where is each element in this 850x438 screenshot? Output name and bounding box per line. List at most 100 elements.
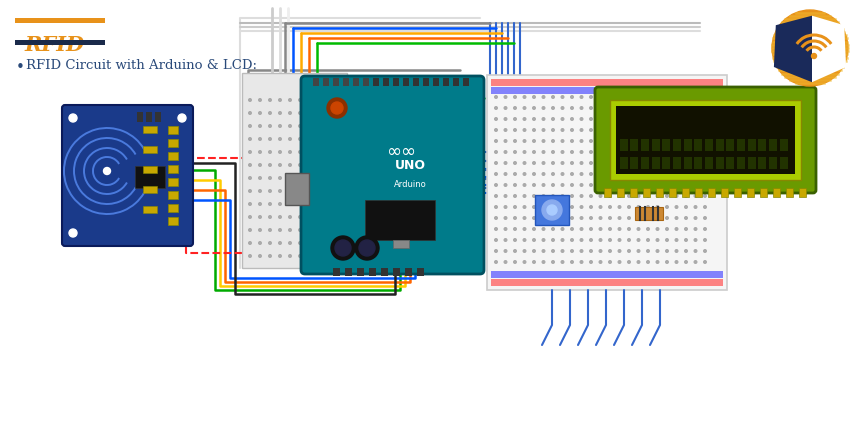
- Circle shape: [552, 118, 554, 120]
- Circle shape: [647, 261, 649, 263]
- Circle shape: [647, 107, 649, 110]
- Circle shape: [694, 184, 697, 186]
- Circle shape: [561, 129, 564, 131]
- Circle shape: [542, 173, 545, 175]
- Bar: [168, 191, 178, 199]
- Circle shape: [279, 242, 281, 244]
- Circle shape: [504, 140, 507, 142]
- Circle shape: [258, 177, 261, 179]
- Circle shape: [504, 206, 507, 208]
- Bar: [662, 157, 670, 169]
- Bar: [726, 157, 734, 169]
- Circle shape: [542, 162, 545, 164]
- Circle shape: [685, 195, 688, 197]
- Circle shape: [638, 173, 640, 175]
- Circle shape: [561, 228, 564, 230]
- Circle shape: [570, 217, 573, 219]
- Bar: [748, 139, 756, 151]
- Circle shape: [552, 217, 554, 219]
- Circle shape: [355, 236, 379, 260]
- Circle shape: [627, 217, 631, 219]
- Bar: [535, 195, 569, 225]
- Circle shape: [319, 215, 321, 218]
- Circle shape: [656, 228, 659, 230]
- Circle shape: [258, 255, 261, 257]
- Circle shape: [609, 118, 611, 120]
- Circle shape: [561, 107, 564, 110]
- Circle shape: [694, 95, 697, 98]
- Circle shape: [552, 206, 554, 208]
- Circle shape: [666, 228, 668, 230]
- Circle shape: [289, 255, 292, 257]
- Circle shape: [331, 236, 355, 260]
- Circle shape: [609, 95, 611, 98]
- Circle shape: [656, 261, 659, 263]
- Circle shape: [685, 250, 688, 252]
- Circle shape: [279, 138, 281, 140]
- Bar: [669, 188, 676, 197]
- Circle shape: [289, 99, 292, 101]
- Circle shape: [513, 250, 516, 252]
- Circle shape: [495, 261, 497, 263]
- Circle shape: [666, 107, 668, 110]
- Circle shape: [329, 151, 332, 153]
- Circle shape: [533, 173, 536, 175]
- Bar: [357, 268, 364, 276]
- Circle shape: [618, 129, 620, 131]
- Circle shape: [618, 107, 620, 110]
- Circle shape: [675, 206, 677, 208]
- Circle shape: [656, 250, 659, 252]
- FancyBboxPatch shape: [62, 105, 193, 246]
- Circle shape: [329, 215, 332, 218]
- Circle shape: [581, 250, 583, 252]
- Circle shape: [298, 255, 301, 257]
- Bar: [413, 78, 419, 86]
- Circle shape: [647, 95, 649, 98]
- Bar: [635, 207, 663, 220]
- Circle shape: [269, 164, 271, 166]
- Text: Arduino: Arduino: [394, 180, 427, 189]
- Bar: [620, 157, 628, 169]
- Circle shape: [590, 184, 592, 186]
- Circle shape: [279, 190, 281, 192]
- Circle shape: [249, 151, 252, 153]
- Circle shape: [561, 162, 564, 164]
- Circle shape: [258, 203, 261, 205]
- Circle shape: [638, 228, 640, 230]
- Circle shape: [542, 239, 545, 241]
- Circle shape: [269, 190, 271, 192]
- Circle shape: [627, 140, 631, 142]
- Circle shape: [685, 95, 688, 98]
- Circle shape: [279, 203, 281, 205]
- Circle shape: [647, 195, 649, 197]
- Bar: [610, 100, 801, 180]
- Circle shape: [599, 195, 602, 197]
- Circle shape: [627, 107, 631, 110]
- Circle shape: [581, 107, 583, 110]
- Circle shape: [627, 173, 631, 175]
- Circle shape: [258, 215, 261, 218]
- Circle shape: [319, 138, 321, 140]
- Bar: [443, 78, 449, 86]
- Circle shape: [618, 217, 620, 219]
- Circle shape: [319, 177, 321, 179]
- Circle shape: [329, 138, 332, 140]
- Circle shape: [309, 215, 311, 218]
- Bar: [487, 75, 727, 290]
- Circle shape: [666, 184, 668, 186]
- Bar: [673, 139, 681, 151]
- Circle shape: [561, 95, 564, 98]
- Circle shape: [599, 118, 602, 120]
- Bar: [682, 188, 689, 197]
- Circle shape: [704, 118, 706, 120]
- Circle shape: [258, 99, 261, 101]
- Circle shape: [542, 95, 545, 98]
- Circle shape: [685, 107, 688, 110]
- Bar: [643, 188, 650, 197]
- Circle shape: [656, 151, 659, 153]
- Circle shape: [694, 239, 697, 241]
- Circle shape: [656, 184, 659, 186]
- Circle shape: [524, 195, 526, 197]
- Circle shape: [675, 195, 677, 197]
- Circle shape: [524, 107, 526, 110]
